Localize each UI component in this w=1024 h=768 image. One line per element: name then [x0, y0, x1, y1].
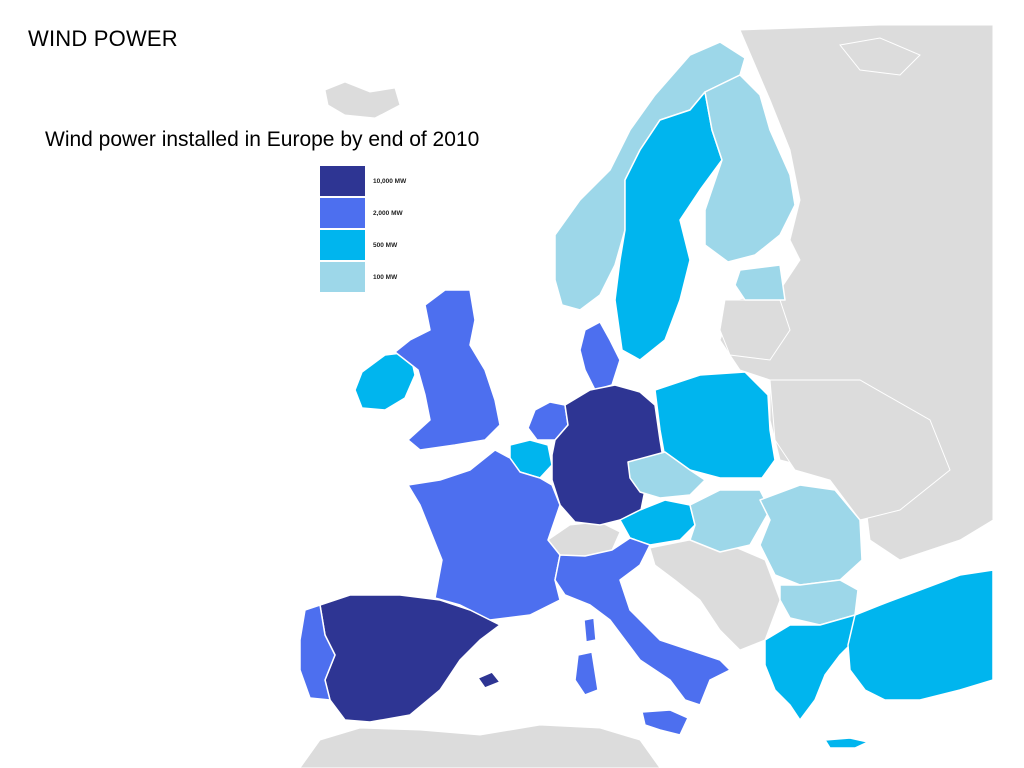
country-finland[interactable] [704, 74, 796, 263]
country-germany[interactable] [551, 384, 666, 526]
country-portugal[interactable] [299, 604, 336, 701]
country-sweden[interactable] [614, 91, 723, 361]
country-corsica[interactable] [583, 617, 597, 643]
legend-item: 100 MW [320, 262, 406, 292]
country-italy-sicily[interactable] [641, 709, 689, 736]
legend-label: 2,000 MW [373, 209, 403, 217]
legend-item: 10,000 MW [320, 166, 406, 196]
country-balearics[interactable] [477, 671, 501, 689]
region-balkans [649, 539, 781, 651]
country-denmark[interactable] [579, 321, 621, 391]
legend: 10,000 MW 2,000 MW 500 MW 100 MW [320, 166, 406, 292]
country-turkey[interactable] [847, 569, 994, 701]
country-spain[interactable] [319, 594, 501, 723]
region-arctic [839, 37, 921, 76]
country-hungary[interactable] [689, 489, 771, 553]
legend-swatch [320, 198, 365, 228]
country-italy-sardinia[interactable] [574, 651, 599, 696]
region-iceland [324, 81, 401, 119]
legend-swatch [320, 166, 365, 196]
legend-swatch [320, 262, 365, 292]
country-czech[interactable] [627, 451, 706, 499]
region-ukraine [769, 379, 951, 521]
legend-label: 100 MW [373, 273, 398, 281]
country-greece-crete[interactable] [824, 737, 869, 749]
legend-label: 10,000 MW [373, 177, 407, 185]
legend-swatch [320, 230, 365, 260]
country-greece[interactable] [764, 614, 861, 721]
no-data-land [299, 24, 994, 768]
country-estonia[interactable] [734, 264, 786, 301]
page-title: WIND POWER [28, 26, 178, 51]
legend-item: 500 MW [320, 230, 406, 260]
map-title: Wind power installed in Europe by end of… [45, 128, 480, 151]
country-ireland[interactable] [354, 351, 416, 411]
country-italy[interactable] [554, 537, 731, 706]
country-uk[interactable] [394, 289, 501, 451]
region-north-africa [299, 724, 661, 768]
legend-item: 2,000 MW [320, 198, 406, 228]
legend-label: 500 MW [373, 241, 398, 249]
